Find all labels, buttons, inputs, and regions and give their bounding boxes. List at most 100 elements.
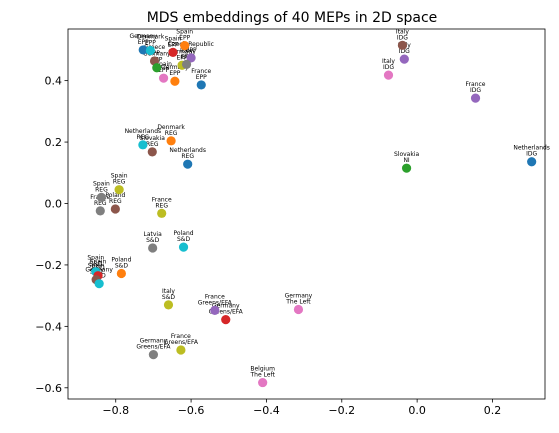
point-label-group: REG — [146, 141, 159, 148]
data-point — [168, 47, 178, 57]
point-label: Czech Republic EPP — [168, 41, 214, 54]
point-label-country: Germany — [129, 33, 157, 40]
point-label-country: France — [466, 81, 486, 88]
x-tick-label: −0.4 — [253, 404, 280, 417]
point-label: France EPP — [191, 68, 211, 81]
point-label: Netherlands IDG — [513, 145, 550, 158]
point-label-country: Poland — [111, 257, 131, 264]
data-point — [397, 40, 408, 50]
y-tick-label: 0.0 — [45, 197, 63, 210]
data-point — [116, 268, 126, 279]
point-label-country: Spain — [88, 263, 105, 270]
point-label: Belgium The Left — [249, 366, 275, 379]
point-label-group: NI — [403, 157, 409, 164]
point-label: Italy S&D — [162, 288, 176, 301]
point-label-country: Spain — [90, 259, 107, 266]
point-label-group: IDG — [399, 48, 410, 55]
data-point — [94, 279, 104, 289]
point-label-group: EPP — [167, 41, 178, 48]
data-point — [138, 45, 148, 55]
chart-title: MDS embeddings of 40 MEPs in 2D space — [147, 10, 438, 26]
data-point — [166, 136, 176, 146]
y-tick-label: 0.2 — [45, 136, 63, 149]
data-point — [258, 377, 268, 388]
point-label-country: France — [171, 333, 191, 340]
point-label-country: Germany — [161, 64, 189, 71]
point-label: Denmark REG — [157, 124, 185, 137]
point-label: Poland REG — [105, 192, 125, 205]
point-label-group: Greens/EFA — [209, 309, 244, 316]
point-label-country: Italy — [162, 288, 175, 295]
data-point — [180, 41, 190, 51]
point-label-country: Italy — [180, 47, 193, 54]
point-label: Spain EPP — [165, 35, 182, 48]
data-point — [110, 204, 120, 214]
data-point — [138, 140, 148, 150]
x-tick-label: −0.2 — [328, 404, 355, 417]
data-point — [196, 80, 206, 90]
point-label-country: Latvia — [144, 231, 163, 238]
point-label-country: Germany — [140, 338, 168, 345]
point-label-group: S&D — [115, 263, 128, 270]
point-label-group: EPP — [179, 35, 190, 42]
point-label-group: EPP — [196, 74, 207, 81]
point-label-group: REG — [165, 130, 178, 137]
point-label-country: Belgium — [250, 366, 275, 373]
point-label-country: Spain — [165, 35, 182, 42]
data-point — [470, 93, 481, 103]
x-tick-label: −0.6 — [178, 404, 205, 417]
point-label-country: Netherlands — [125, 128, 162, 135]
data-point — [293, 304, 304, 315]
point-label-group: EPP — [169, 70, 180, 77]
point-label-country: Poland — [174, 230, 194, 237]
plot-area — [68, 29, 545, 399]
data-point — [95, 206, 105, 216]
point-label: Spain EPP — [176, 29, 193, 42]
point-label: Spain EPP — [155, 61, 172, 74]
point-label: Latvia S&D — [144, 231, 163, 244]
point-label-country: France — [191, 68, 211, 75]
point-label-group: Greens/EFA — [198, 299, 233, 306]
point-label-country: Italy — [396, 28, 409, 35]
point-label-group: IDG — [397, 34, 408, 41]
point-label: Germany Greens/EFA — [136, 338, 171, 351]
point-label-country: Czech Republic — [168, 41, 214, 48]
point-label-country: Denmark — [137, 34, 165, 41]
point-label-country: Slovakia — [140, 135, 166, 142]
point-label-country: Denmark — [157, 124, 185, 131]
data-point — [210, 305, 220, 315]
point-label-country: Italy — [382, 58, 395, 65]
point-label-group: Greens/EFA — [164, 339, 199, 346]
axes-frame — [67, 28, 546, 400]
point-label-country: Germany — [143, 51, 171, 58]
data-point — [183, 159, 193, 169]
point-label-group: Greens/EFA — [136, 344, 171, 351]
point-label: Germany Greens/EFA — [209, 303, 244, 316]
point-label: Slovakia NI — [394, 151, 420, 164]
point-label-group: S&D — [162, 294, 175, 301]
point-label-group: IDG — [526, 151, 537, 158]
data-point — [148, 350, 159, 360]
y-tick-label: −0.4 — [35, 320, 62, 333]
point-label: Germany The Left — [285, 292, 313, 305]
point-label-country: Netherlands — [169, 147, 206, 154]
data-point — [181, 59, 192, 69]
point-label-group: S&D — [89, 261, 102, 268]
x-tick-label: 0.0 — [408, 404, 426, 417]
data-point — [114, 185, 124, 195]
data-point — [527, 157, 537, 167]
y-tick-label: −0.2 — [35, 259, 62, 272]
point-label-country: Germany — [212, 303, 240, 310]
data-point — [163, 300, 174, 310]
point-label: Spain REG — [111, 173, 128, 186]
point-label: Netherlands REG — [125, 128, 162, 141]
data-points — [91, 40, 537, 388]
point-label: France Greens/EFA — [198, 293, 233, 306]
point-label-country: Greece — [144, 44, 166, 51]
axes: −0.8 −0.6 −0.4 −0.2 0.0 0.2 −0.6 −0.4 −0.2 0.0 0.2… — [35, 28, 546, 417]
